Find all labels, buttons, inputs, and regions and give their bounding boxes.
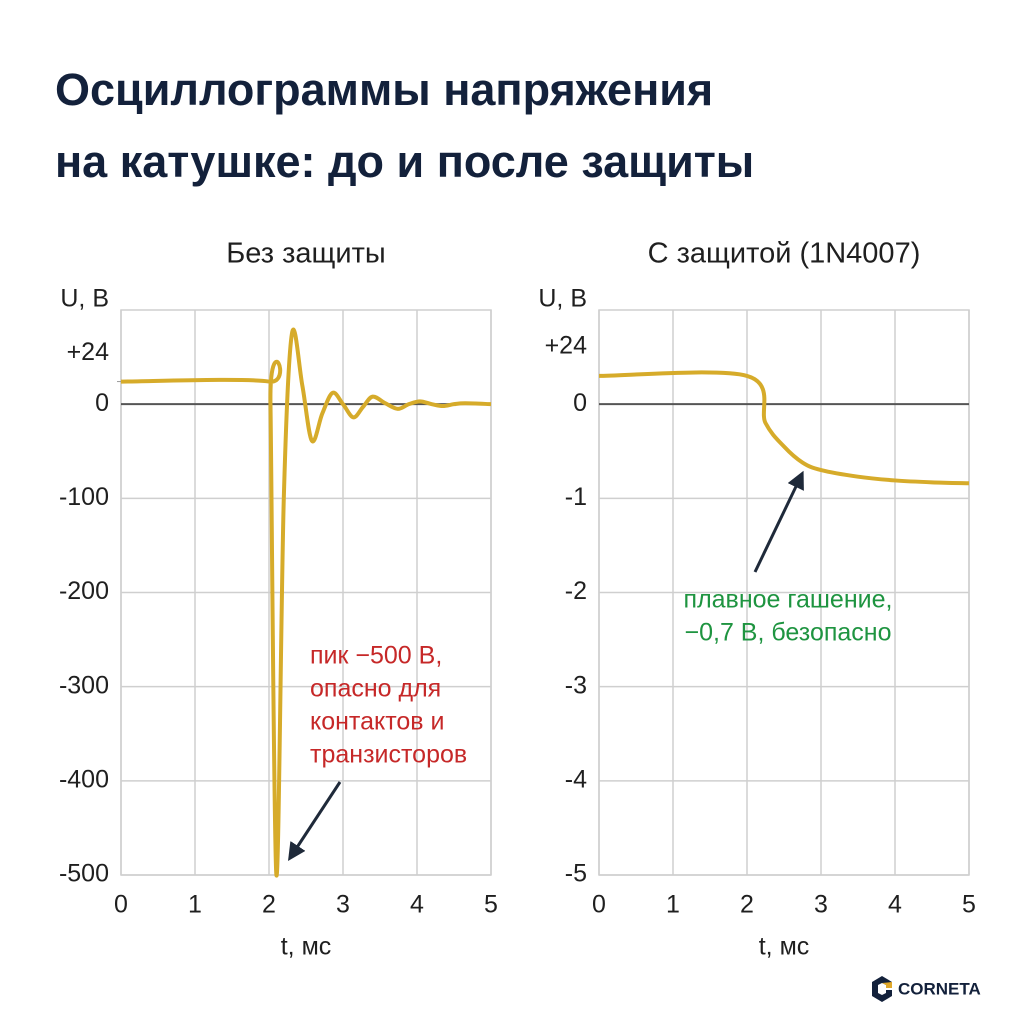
- x-tick-label: 4: [410, 891, 424, 919]
- y-tick-label: +24: [67, 338, 110, 366]
- logo: CORNETA: [872, 976, 981, 1002]
- y-tick-label: -200: [59, 577, 109, 605]
- logo-accent: [882, 982, 892, 988]
- y-axis-label: U, В: [538, 285, 587, 313]
- y-tick-label: -5: [565, 860, 587, 888]
- x-tick-label: 5: [484, 891, 498, 919]
- title-line: на катушке: до и после защиты: [55, 136, 754, 187]
- x-tick-label: 2: [262, 891, 276, 919]
- annotation-arrow: [753, 470, 804, 573]
- y-axis-label: U, В: [60, 285, 109, 313]
- y-tick-label: -400: [59, 765, 109, 793]
- y-tick-label: 0: [95, 389, 109, 417]
- x-axis-label: t, мс: [759, 933, 810, 961]
- chart-title: Без защиты: [226, 238, 386, 270]
- annotation-text: пик −500 В,: [310, 642, 442, 670]
- y-tick-label: -3: [565, 671, 587, 699]
- x-tick-label: 2: [740, 891, 754, 919]
- annotation-text: плавное гашение,: [684, 586, 893, 614]
- annotation-arrow: [288, 781, 342, 862]
- y-tick-label: 0: [573, 389, 587, 417]
- line: [120, 327, 492, 878]
- line: [598, 370, 970, 486]
- x-tick-label: 4: [888, 891, 902, 919]
- y-tick-label: -2: [565, 577, 587, 605]
- x-tick-label: 1: [666, 891, 680, 919]
- brand: CORNETA: [898, 979, 981, 998]
- x-tick-label: 0: [114, 891, 128, 919]
- upper-label: +24: [545, 332, 588, 360]
- y-tick-label: -4: [565, 765, 587, 793]
- title-line: Осциллограммы напряжения: [55, 64, 713, 115]
- x-tick-label: 0: [592, 891, 606, 919]
- x-tick-label: 5: [962, 891, 976, 919]
- annotation-text: −0,7 В, безопасно: [685, 619, 892, 647]
- annotation-text: контактов и: [310, 708, 445, 736]
- y-tick-label: -1: [565, 483, 587, 511]
- x-tick-label: 1: [188, 891, 202, 919]
- annotation-text: опасно для: [310, 675, 441, 703]
- chart-title: С защитой (1N4007): [648, 238, 921, 270]
- x-axis-label: t, мс: [281, 933, 332, 961]
- y-tick-label: -500: [59, 860, 109, 888]
- annotation-text: транзисторов: [310, 741, 467, 769]
- y-tick-label: -300: [59, 671, 109, 699]
- logo-icon: [872, 976, 892, 1002]
- x-tick-label: 3: [814, 891, 828, 919]
- y-tick-label: -100: [59, 483, 109, 511]
- x-tick-label: 3: [336, 891, 350, 919]
